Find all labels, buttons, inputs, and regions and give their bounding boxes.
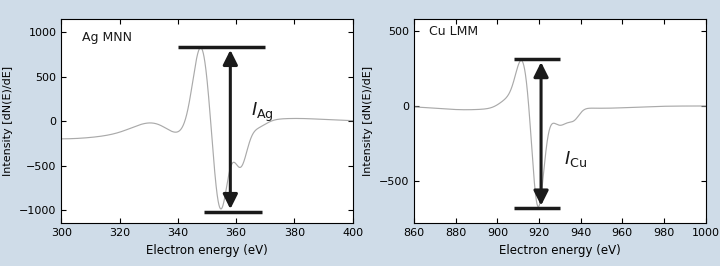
X-axis label: Electron energy (eV): Electron energy (eV) (499, 244, 621, 257)
Y-axis label: Intensity [dN(E)/dE]: Intensity [dN(E)/dE] (4, 66, 14, 176)
Text: Cu LMM: Cu LMM (428, 25, 477, 38)
Text: Ag MNN: Ag MNN (81, 31, 132, 44)
Text: $I_{\rm Ag}$: $I_{\rm Ag}$ (251, 101, 274, 124)
Y-axis label: Intensity [dN(E)/dE]: Intensity [dN(E)/dE] (363, 66, 373, 176)
X-axis label: Electron energy (eV): Electron energy (eV) (146, 244, 268, 257)
Text: $I_{\rm Cu}$: $I_{\rm Cu}$ (564, 149, 587, 169)
